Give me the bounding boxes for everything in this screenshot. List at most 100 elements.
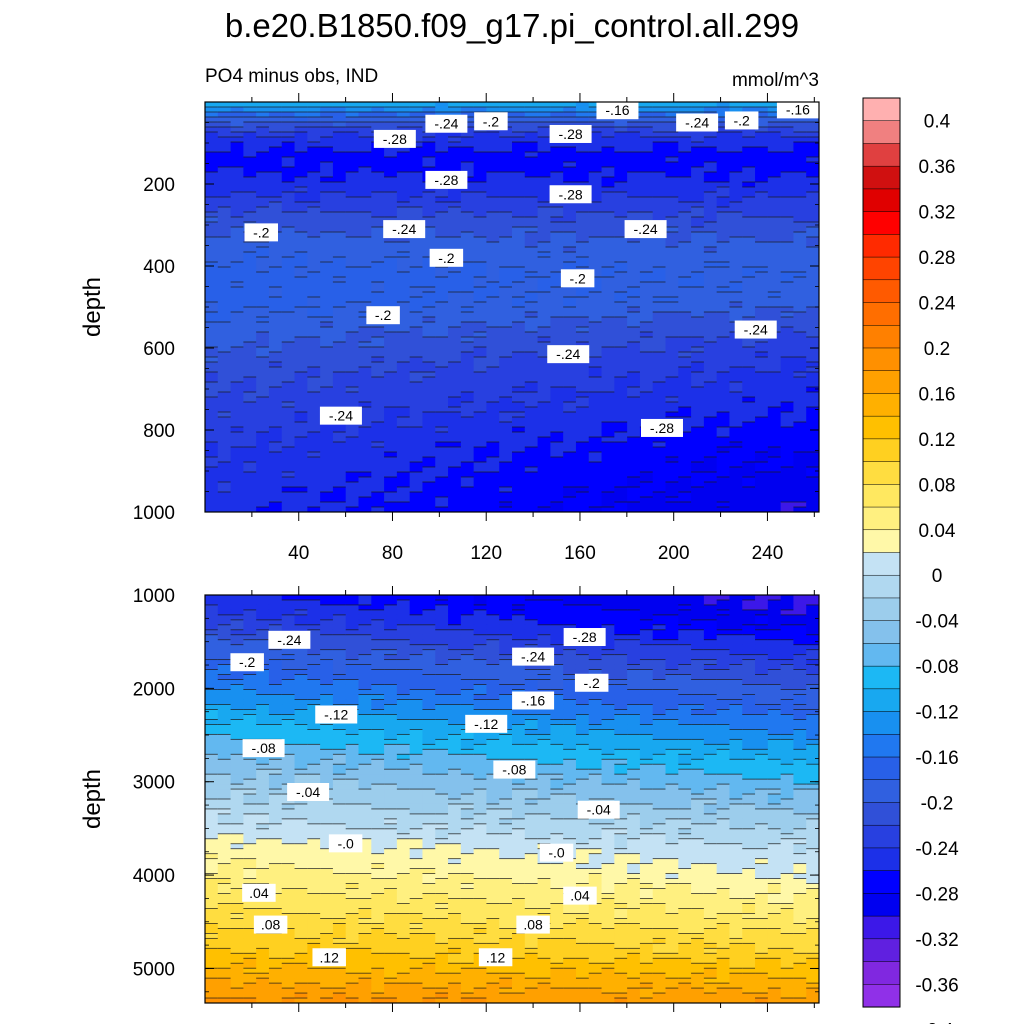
- contour-cell: [499, 232, 513, 238]
- contour-cell: [384, 422, 398, 428]
- contour-cell: [230, 337, 244, 343]
- contour-cell: [550, 367, 564, 373]
- contour-cell: [320, 262, 334, 268]
- contour-cell: [499, 482, 513, 488]
- contour-cell: [499, 172, 513, 178]
- contour-cell: [396, 302, 411, 308]
- contour-cell: [652, 217, 667, 223]
- contour-cell: [499, 262, 513, 268]
- contour-cell: [499, 252, 513, 258]
- contour-cell: [294, 387, 308, 393]
- contour-cell: [563, 217, 577, 223]
- contour-cell: [307, 142, 321, 148]
- contour-cell: [294, 482, 308, 488]
- contour-cell: [550, 442, 564, 448]
- contour-cell: [332, 287, 347, 293]
- contour-cell: [614, 247, 628, 253]
- contour-cell: [230, 412, 244, 418]
- contour-cell: [524, 257, 539, 263]
- contour-cell: [755, 197, 769, 203]
- contour-cell: [614, 437, 628, 443]
- contour-cell: [448, 267, 462, 273]
- contour-cell: [332, 122, 347, 128]
- contour-cell: [473, 177, 488, 183]
- contour-cell: [384, 177, 398, 183]
- contour-cell: [217, 347, 232, 353]
- contour-cell: [678, 292, 692, 298]
- contour-cell: [256, 442, 270, 448]
- contour-cell: [243, 367, 257, 373]
- contour-cell: [588, 287, 603, 293]
- contour-cell: [678, 187, 692, 193]
- contour-cell: [205, 387, 219, 393]
- contour-cell: [281, 422, 296, 428]
- contour-cell: [537, 307, 551, 313]
- contour-cell: [601, 142, 615, 148]
- contour-cell: [396, 482, 411, 488]
- contour-cell: [435, 192, 449, 198]
- contour-cell: [409, 392, 424, 398]
- contour-cell: [332, 207, 347, 213]
- contour-cell: [205, 502, 219, 508]
- contour-cell: [729, 437, 743, 443]
- contour-cell: [320, 117, 334, 123]
- contour-cell: [742, 447, 756, 453]
- contour-cell: [550, 412, 564, 418]
- contour-cell: [678, 472, 692, 478]
- contour-cell: [217, 302, 232, 308]
- contour-cell: [691, 372, 705, 378]
- contour-cell: [230, 427, 244, 433]
- contour-cell: [524, 372, 539, 378]
- contour-cell: [678, 167, 692, 173]
- contour-cell: [639, 502, 654, 508]
- contour-cell: [806, 462, 819, 468]
- contour-cell: [512, 162, 526, 168]
- contour-cell: [588, 487, 603, 493]
- contour-cell: [332, 462, 347, 468]
- contour-cell: [294, 297, 308, 303]
- contour-cell: [614, 152, 628, 158]
- contour-cell: [780, 297, 795, 303]
- contour-cell: [320, 222, 334, 228]
- contour-cell: [320, 477, 334, 483]
- contour-cell: [486, 422, 500, 428]
- contour-cell: [435, 242, 449, 248]
- contour-cell: [448, 442, 462, 448]
- contour-cell: [755, 127, 769, 133]
- contour-cell: [601, 322, 615, 328]
- contour-cell: [409, 412, 424, 418]
- contour-cell: [665, 237, 679, 243]
- contour-cell: [550, 487, 564, 493]
- contour-cell: [524, 177, 539, 183]
- contour-cell: [435, 337, 449, 343]
- contour-cell: [806, 227, 819, 233]
- contour-cell: [639, 137, 654, 143]
- contour-cell: [473, 357, 488, 363]
- contour-cell: [281, 162, 296, 168]
- contour-cell: [729, 407, 743, 413]
- contour-cell: [243, 342, 257, 348]
- contour-cell: [499, 362, 513, 368]
- contour-cell: [268, 447, 283, 453]
- contour-cell: [575, 367, 590, 373]
- contour-cell: [230, 127, 244, 133]
- contour-cell: [767, 137, 782, 143]
- contour-cell: [281, 412, 296, 418]
- contour-cell: [627, 257, 641, 263]
- contour-cell: [780, 182, 795, 188]
- contour-cell: [358, 362, 372, 368]
- contour-cell: [537, 147, 551, 153]
- contour-cell: [409, 347, 424, 353]
- contour-cell: [755, 302, 769, 308]
- contour-cell: [524, 387, 539, 393]
- contour-cell: [703, 327, 718, 333]
- contour-cell: [512, 237, 526, 243]
- contour-cell: [384, 122, 398, 128]
- contour-cell: [588, 462, 603, 468]
- contour-cell: [767, 142, 782, 148]
- contour-cell: [524, 342, 539, 348]
- contour-cell: [294, 127, 308, 133]
- contour-cell: [409, 387, 424, 393]
- contour-cell: [691, 262, 705, 268]
- contour-cell: [780, 282, 795, 288]
